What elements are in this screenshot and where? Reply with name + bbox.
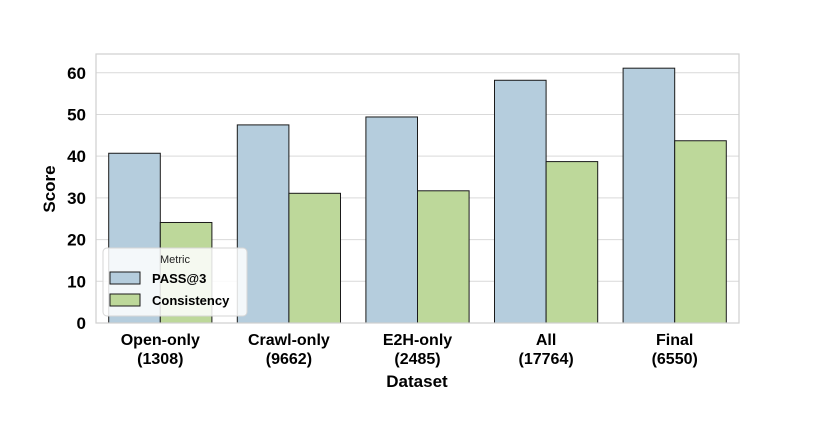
y-axis-title: Score <box>40 165 59 212</box>
y-tick-label: 40 <box>67 147 86 166</box>
bar-pass-3 <box>622 67 676 324</box>
bar-consistency <box>417 190 470 324</box>
x-tick-label: All (17764) <box>519 332 574 368</box>
legend-label: Consistency <box>152 293 230 308</box>
bar-pass-3 <box>494 79 547 324</box>
bar-consistency <box>545 161 599 324</box>
y-tick-label: 10 <box>67 272 86 291</box>
x-tick-label: Final (6550) <box>652 332 698 368</box>
y-tick-labels: 0 10 20 30 40 50 60 <box>67 64 86 333</box>
y-tick-label: 50 <box>67 105 86 124</box>
plot-frame <box>95 53 740 324</box>
y-tick-label: 30 <box>67 189 86 208</box>
legend: Metric PASS@3 Consistency <box>102 247 248 317</box>
bar-consistency <box>288 192 341 324</box>
bar-pass-3 <box>365 116 418 324</box>
x-tick-label: Crawl-only (9662) <box>248 332 330 368</box>
legend-swatch <box>109 293 141 307</box>
y-tick-label: 20 <box>67 231 86 250</box>
y-tick-label: 0 <box>77 314 86 333</box>
x-tick-label: Open-only (1308) <box>121 332 200 368</box>
legend-label: PASS@3 <box>152 271 206 286</box>
y-tick-label: 60 <box>67 64 86 83</box>
x-tick-label: E2H-only (2485) <box>383 332 452 368</box>
legend-swatch <box>109 271 141 285</box>
x-tick-labels: Open-only (1308) Crawl-only (9662) E2H-only(… <box>121 332 698 368</box>
legend-title: Metric <box>160 254 190 266</box>
x-axis-title: Dataset <box>386 372 448 391</box>
bar-consistency <box>674 140 727 324</box>
